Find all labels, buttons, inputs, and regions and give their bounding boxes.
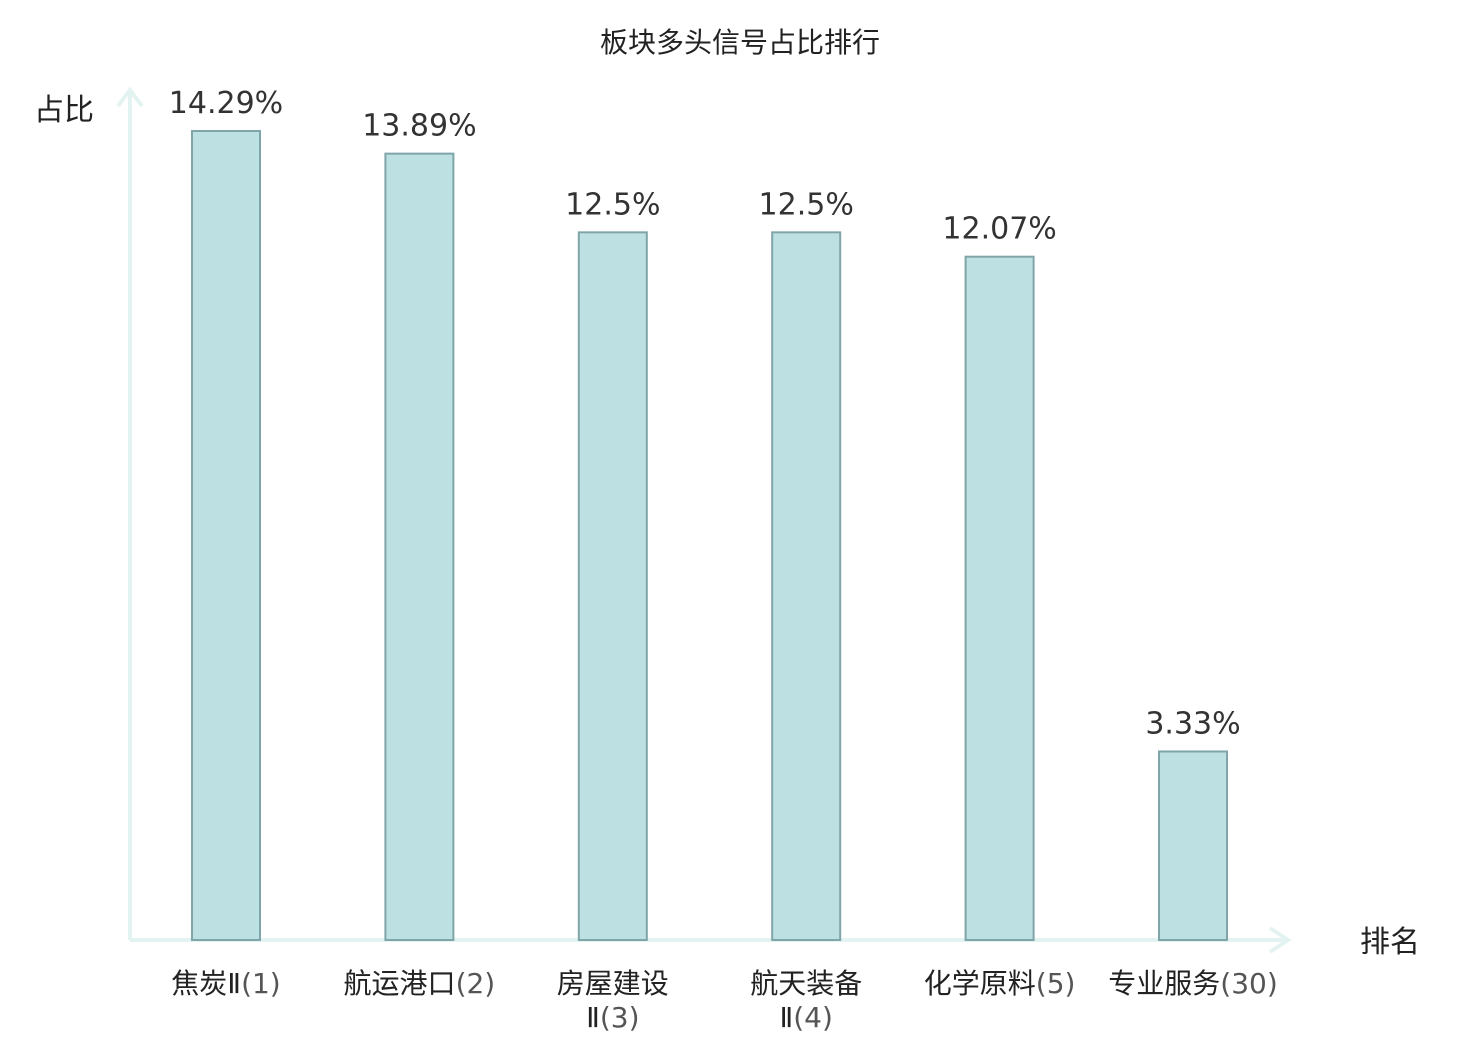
bar [191,130,261,941]
bars-group [191,130,1228,942]
category-label: 化学原料(5) [924,967,1076,1000]
bar [1158,750,1228,941]
bar [964,255,1035,941]
category-label: Ⅱ(4) [779,1001,832,1034]
x-axis-arrow [1268,926,1292,954]
y-axis-label: 占比 [34,93,94,128]
data-label: 12.5% [759,187,854,222]
data-label: 14.29% [169,86,283,121]
bar [771,231,842,942]
category-label: 专业服务(30) [1108,967,1278,1000]
category-label: 航运港口(2) [344,967,496,1000]
category-label: 房屋建设 [557,967,669,1000]
y-axis-arrow [116,86,144,108]
x-axis-label: 排名 [1360,925,1420,960]
category-label: 航天装备 [750,967,862,1000]
bar [384,152,455,941]
bar [577,231,648,942]
data-label: 12.07% [942,212,1056,247]
data-label: 13.89% [362,109,476,144]
chart-title: 板块多头信号占比排行 [600,26,880,59]
category-label: 焦炭Ⅱ(1) [171,967,280,1000]
data-label: 12.5% [565,187,660,222]
category-label: Ⅱ(3) [586,1001,639,1034]
data-label: 3.33% [1145,706,1240,741]
value-labels-group: 14.29% 13.89% 12.5% 12.5% 12.07% 3.33% [169,86,1241,741]
